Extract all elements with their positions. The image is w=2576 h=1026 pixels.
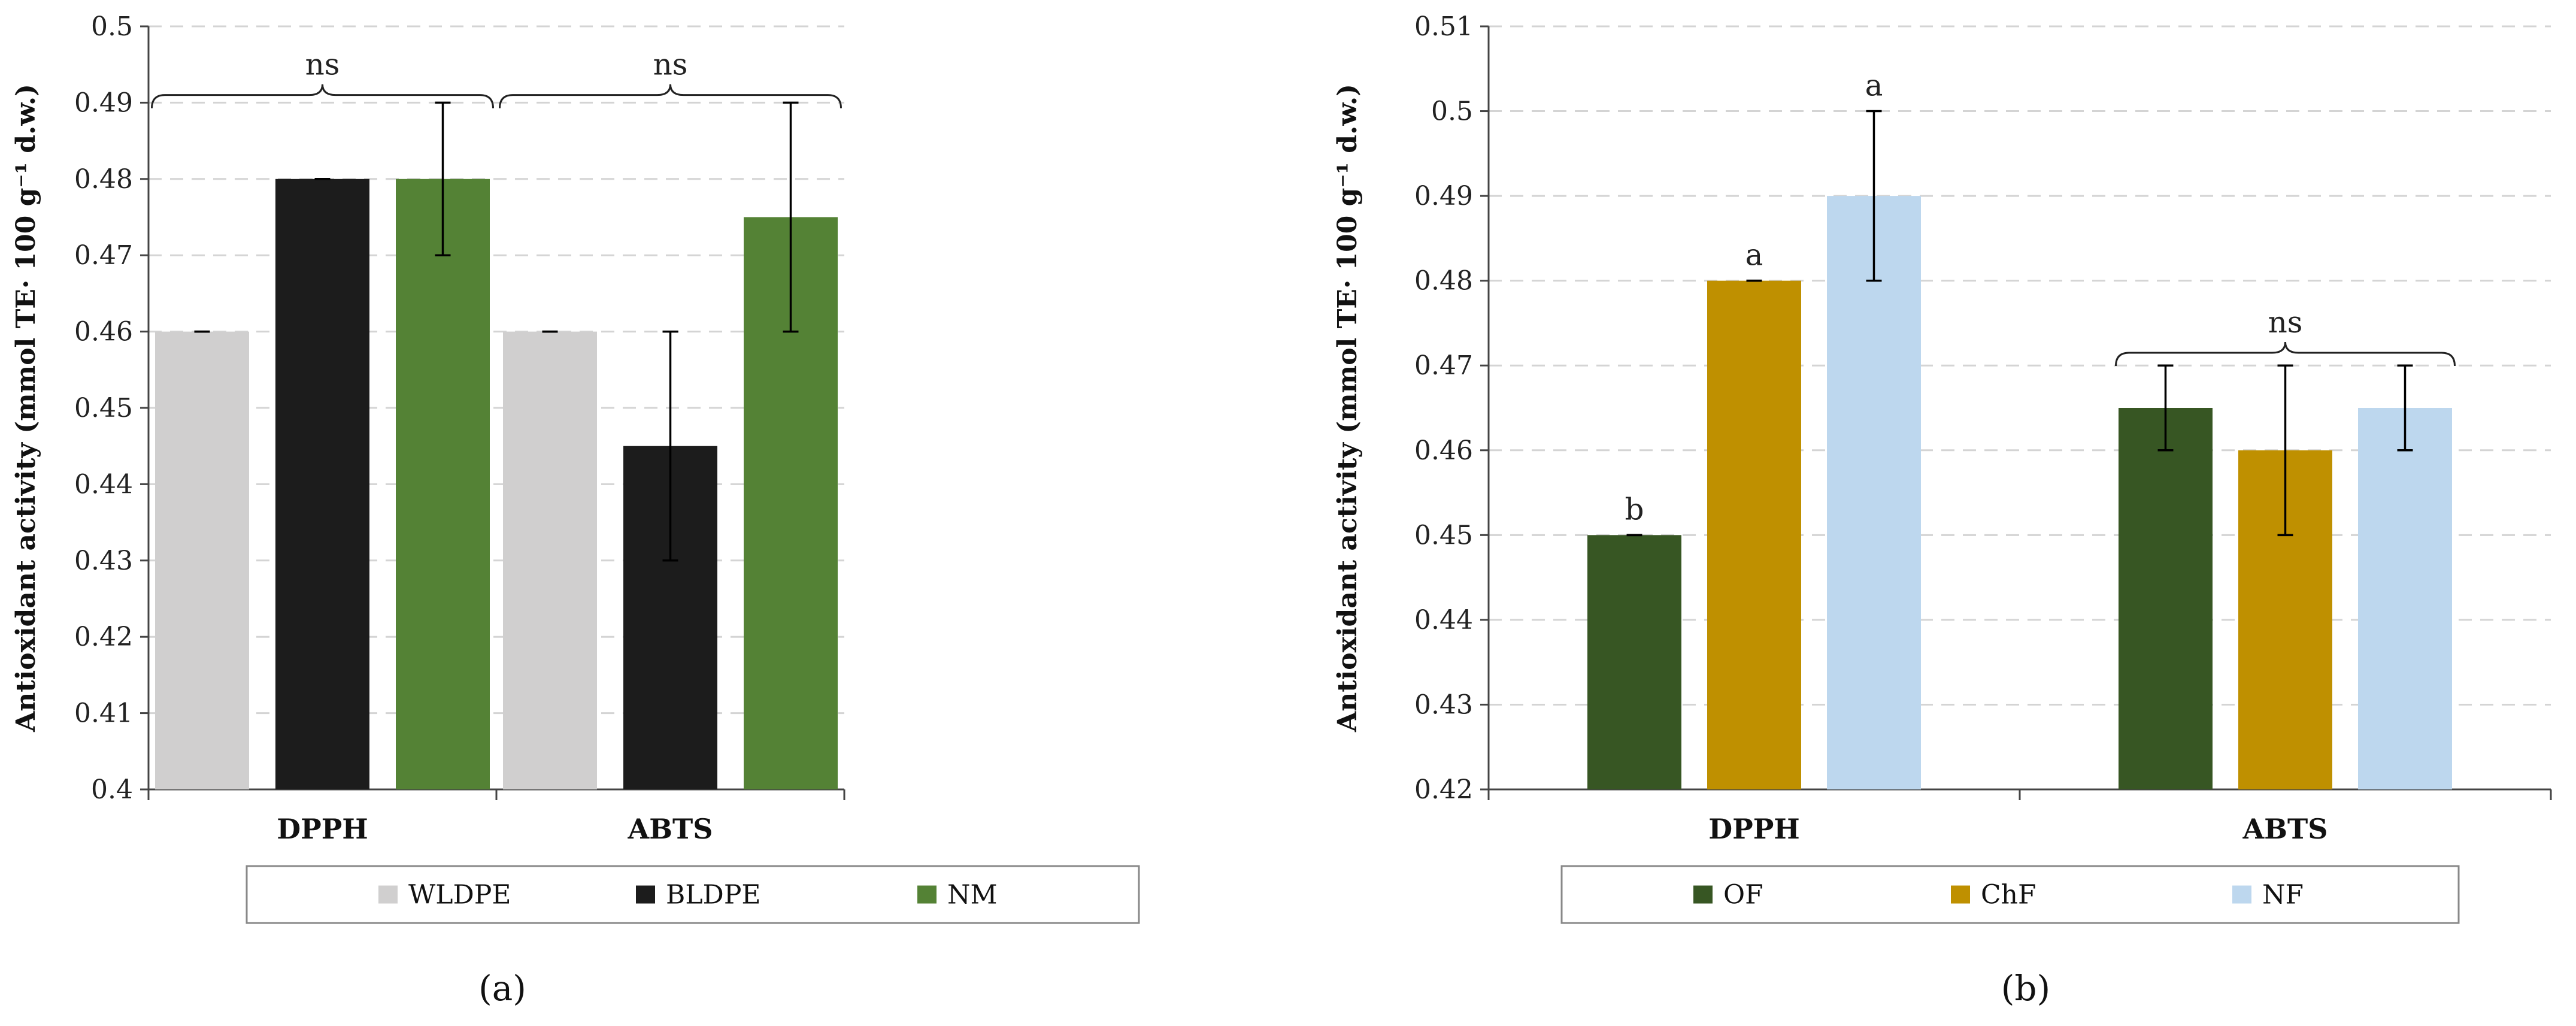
y-tick-label: 0.46 <box>74 317 133 347</box>
ns-label: ns <box>2268 305 2303 340</box>
significance-letter: a <box>1865 68 1883 103</box>
y-tick-label: 0.41 <box>74 698 133 729</box>
bar-nm-dpph <box>396 178 490 789</box>
significance-bracket <box>2115 341 2456 367</box>
legend-swatch <box>917 885 937 904</box>
y-tick-label: 0.49 <box>1414 181 1473 211</box>
y-tick-label: 0.5 <box>91 11 133 42</box>
y-tick-label: 0.49 <box>74 87 133 118</box>
legend-swatch <box>378 885 398 904</box>
category-label: DPPH <box>277 813 368 845</box>
y-tick-label: 0.47 <box>1414 350 1473 381</box>
y-tick-label: 0.43 <box>1414 689 1473 720</box>
panel-label: (b) <box>2001 968 2050 1009</box>
y-tick-label: 0.48 <box>74 164 133 195</box>
bar-of-abts <box>2119 408 2213 789</box>
legend-label: OF <box>1723 880 1763 910</box>
y-tick-label: 0.42 <box>74 622 133 652</box>
category-label: ABTS <box>2242 813 2328 845</box>
legend-label: NM <box>947 880 998 910</box>
panel-label: (a) <box>478 968 526 1009</box>
bar-wldpe-dpph <box>155 331 249 789</box>
bar-chf-dpph <box>1707 280 1801 790</box>
legend-swatch <box>1951 885 1970 904</box>
bar-nf-abts <box>2358 408 2452 789</box>
panel-a: 0.4 0.41 0.42 0.43 0.44 0.45 0.46 0.47 0.48 0.49 0… <box>11 11 1140 1009</box>
legend-label: NF <box>2262 880 2304 910</box>
legend-label: WLDPE <box>408 880 511 910</box>
significance-letter: b <box>1625 492 1644 526</box>
legend-swatch <box>2232 885 2251 904</box>
legend-label: BLDPE <box>666 880 761 910</box>
y-tick-label: 0.5 <box>1431 96 1473 127</box>
y-axis-label: Antioxidant activity (mmol TE· 100 g⁻¹ d… <box>11 84 41 733</box>
y-tick-label: 0.48 <box>1414 266 1473 296</box>
y-tick-label: 0.51 <box>1414 11 1473 42</box>
y-tick-label: 0.45 <box>74 393 133 423</box>
bar-bldpe-dpph <box>275 178 369 789</box>
panel-b: 0.42 0.43 0.44 0.45 0.46 0.47 0.48 0.49 0.5 0.51 A… <box>1332 11 2552 1009</box>
ns-label: ns <box>305 47 340 82</box>
bar-nf-dpph <box>1827 196 1921 790</box>
legend-swatch <box>636 885 655 904</box>
bar-of-dpph <box>1587 535 1681 789</box>
y-tick-label: 0.47 <box>74 240 133 271</box>
ns-label: ns <box>653 47 688 82</box>
y-tick-label: 0.42 <box>1414 774 1473 805</box>
y-tick-label: 0.4 <box>91 774 133 805</box>
bar-wldpe-abts <box>503 331 597 789</box>
legend-swatch <box>1693 885 1713 904</box>
category-label: DPPH <box>1708 813 1800 845</box>
y-tick-label: 0.43 <box>74 546 133 576</box>
legend-label: ChF <box>1981 880 2036 910</box>
y-tick-label: 0.45 <box>1414 520 1473 550</box>
y-tick-label: 0.44 <box>74 469 133 500</box>
y-axis-label: Antioxidant activity (mmol TE· 100 g⁻¹ d… <box>1332 84 1363 733</box>
y-tick-label: 0.44 <box>1414 605 1473 635</box>
significance-letter: a <box>1745 238 1763 273</box>
y-tick-label: 0.46 <box>1414 435 1473 466</box>
significance-bracket <box>499 84 842 108</box>
category-label: ABTS <box>627 813 713 845</box>
significance-bracket <box>151 84 494 108</box>
